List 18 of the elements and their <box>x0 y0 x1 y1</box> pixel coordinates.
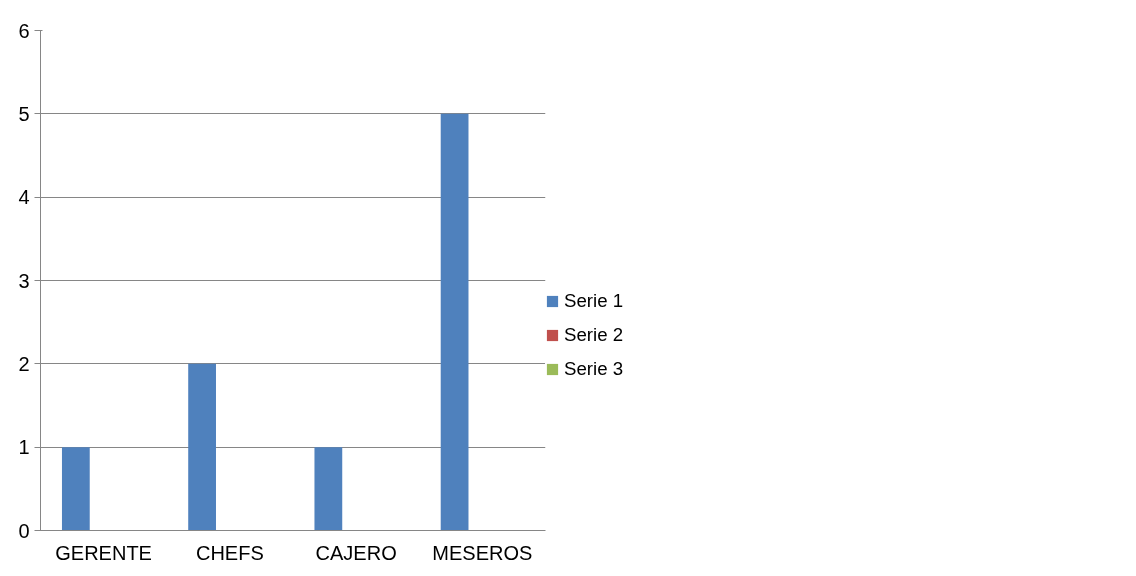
bar <box>440 113 469 531</box>
y-tick-label: 2 <box>18 352 30 375</box>
bar <box>314 447 343 531</box>
bar <box>188 363 216 531</box>
x-tick-label: CAJERO <box>315 541 397 564</box>
x-tick-label: MESEROS <box>432 541 533 564</box>
y-tick-label: 4 <box>18 186 30 209</box>
y-tick-label: 0 <box>18 519 30 542</box>
x-tick-label: GERENTE <box>55 541 152 564</box>
bar <box>61 447 90 531</box>
y-tick-label: 1 <box>18 436 30 459</box>
y-tick-label: 3 <box>18 269 30 292</box>
legend-label: Serie 3 <box>564 358 624 380</box>
legend-label: Serie 2 <box>564 324 624 346</box>
legend-label: Serie 1 <box>564 290 624 312</box>
y-tick-label: 6 <box>18 19 30 42</box>
x-tick-label: CHEFS <box>195 541 264 564</box>
y-tick-label: 5 <box>18 102 30 125</box>
